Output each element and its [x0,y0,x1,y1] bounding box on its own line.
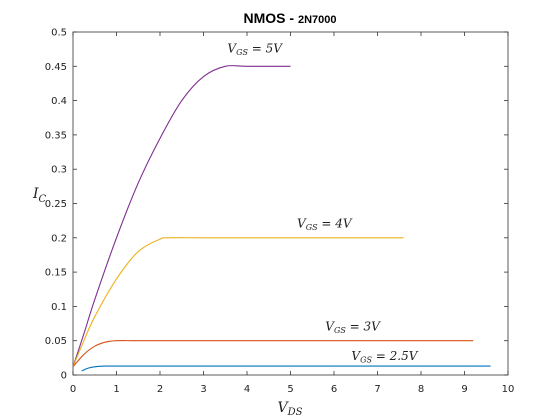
y-axis-label-symbol: I [32,186,39,202]
y-axis-label: IC [32,186,47,205]
x-axis-label-symbol: V [278,400,290,416]
series-label-1: VGS = 4V [297,217,353,233]
y-tick-label: 0.05 [45,336,67,347]
y-tick-label: 0.3 [51,165,67,176]
y-axis-ticks: 0 0.05 0.1 0.15 0.2 0.25 0.3 0.35 0.4 0.45 0.5 [45,28,508,382]
x-tick-label: 3 [200,384,206,395]
x-tick-label: 4 [244,384,250,395]
y-tick-label: 0 [61,371,67,382]
chart-title: NMOS - 2N7000 [244,10,337,26]
series-labels: VGS = 5V VGS = 4V VGS = 3V VGS = 2.5V [227,42,418,365]
y-tick-label: 0.25 [45,199,67,210]
series-line-3 [81,365,491,372]
y-tick-label: 0.4 [51,96,67,107]
chart-title-main: NMOS - [244,10,298,26]
x-tick-label: 2 [157,384,163,395]
series-line-2 [72,340,474,368]
series-label-2: VGS = 3V [325,319,381,335]
plot-area-frame [72,31,509,376]
y-tick-label: 0.45 [45,62,67,73]
x-axis-label-subscript: DS [287,407,303,418]
y-axis-label-subscript: C [39,194,47,205]
x-tick-label: 9 [461,384,467,395]
x-axis-ticks: 0 1 2 3 4 5 6 7 8 9 10 [70,32,515,395]
x-tick-label: 10 [502,384,515,395]
series-line-0 [72,64,291,367]
x-tick-label: 7 [374,384,380,395]
x-axis-label: VDS [278,400,303,418]
x-tick-label: 5 [287,384,293,395]
series-label-0: VGS = 5V [227,42,283,58]
y-tick-label: 0.5 [51,28,67,39]
series-label-3: VGS = 2.5V [351,349,418,365]
x-tick-label: 0 [70,384,76,395]
x-tick-label: 8 [418,384,424,395]
x-tick-label: 6 [331,384,337,395]
series-line-1 [72,237,404,367]
y-tick-label: 0.2 [51,233,67,244]
y-tick-label: 0.1 [51,302,67,313]
chart-title-sub: 2N7000 [298,14,337,26]
x-tick-label: 1 [113,384,119,395]
series-lines [72,64,491,372]
y-tick-label: 0.35 [45,130,67,141]
y-tick-label: 0.15 [45,268,67,279]
